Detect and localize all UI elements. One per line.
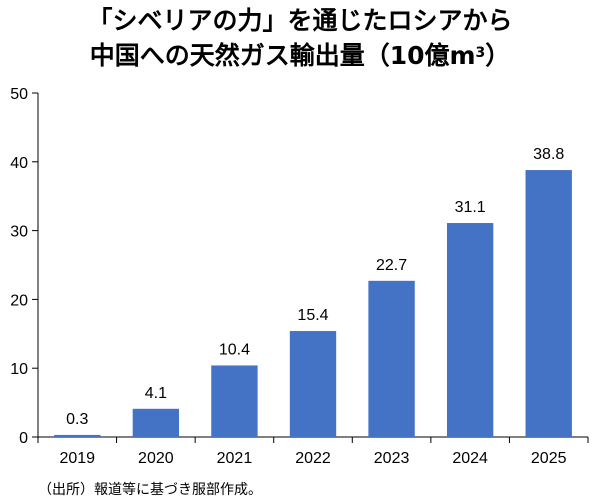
bar — [132, 408, 180, 437]
x-tick-label: 2019 — [59, 450, 95, 467]
x-tick-label: 2025 — [531, 450, 567, 467]
bar — [446, 223, 494, 437]
data-label: 0.3 — [66, 411, 88, 428]
data-label: 15.4 — [297, 307, 328, 324]
source-note: （出所）報道等に基づき服部作成。 — [38, 482, 262, 498]
data-label: 22.7 — [376, 257, 407, 274]
chart-title-line-2-end: ） — [485, 41, 511, 70]
data-label: 10.4 — [219, 341, 250, 358]
data-label: 4.1 — [145, 385, 167, 402]
y-tick-label: 20 — [10, 292, 28, 309]
chart-title-unit-superscript: 3 — [475, 45, 486, 61]
bar — [525, 170, 572, 437]
chart-title-line-1: 「シベリアの力」を通じたロシアから — [87, 6, 513, 35]
bar — [211, 365, 258, 437]
data-label: 31.1 — [455, 199, 486, 216]
y-tick-label: 30 — [10, 224, 28, 241]
x-tick-label: 2022 — [295, 450, 331, 467]
bar — [368, 280, 415, 437]
chart-title-line-2: 中国への天然ガス輸出量（10億m3） — [0, 39, 600, 73]
y-tick-label: 40 — [10, 155, 28, 172]
chart-title-line-2-main: 中国への天然ガス輸出量（10億m — [89, 41, 476, 70]
data-label: 38.8 — [533, 146, 564, 163]
x-tick-label: 2024 — [452, 450, 488, 467]
bar — [54, 434, 101, 437]
y-tick-label: 0 — [19, 430, 28, 447]
x-tick-label: 2023 — [374, 450, 410, 467]
y-tick-label: 10 — [10, 361, 28, 378]
y-tick-label: 50 — [10, 86, 28, 103]
x-tick-label: 2021 — [217, 450, 253, 467]
x-tick-label: 2020 — [138, 450, 174, 467]
bar — [289, 331, 337, 437]
